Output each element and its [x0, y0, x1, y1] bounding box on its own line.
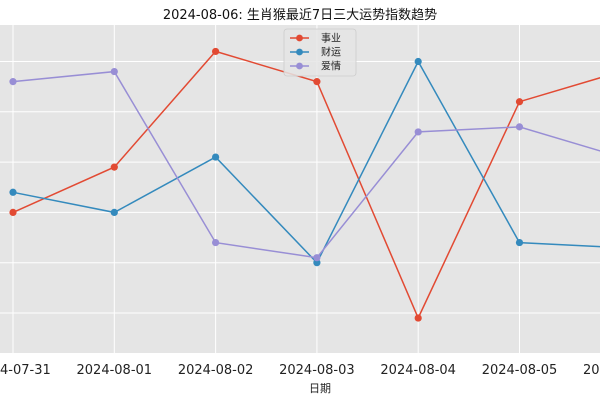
x-tick-label: 2024-08-06	[583, 363, 600, 378]
x-tick-label: 2024-08-02	[178, 363, 254, 378]
data-point	[414, 314, 422, 322]
x-tick-label: 2024-08-04	[380, 363, 456, 378]
x-tick-label: 2024-08-05	[482, 363, 558, 378]
data-point	[110, 67, 118, 76]
legend-swatch-marker	[296, 34, 303, 42]
data-point	[110, 163, 118, 171]
legend-item: 事业	[290, 32, 341, 45]
data-point	[9, 188, 17, 196]
x-tick-label: 2024-08-03	[279, 363, 355, 378]
series-1	[9, 57, 600, 267]
data-point	[9, 78, 17, 86]
legend-swatch-marker	[296, 62, 303, 70]
x-tick-labels: 2024-07-31 2024-08-01 2024-08-02 2024-08-03…	[0, 363, 600, 378]
data-point	[515, 238, 524, 247]
legend-label: 事业	[321, 32, 341, 45]
data-point	[212, 238, 220, 247]
data-point	[110, 208, 118, 216]
x-axis-label: 日期	[309, 382, 331, 395]
data-point	[313, 259, 321, 267]
legend-label: 爱情	[321, 60, 341, 73]
data-point	[212, 153, 220, 161]
data-point	[313, 78, 321, 86]
data-point	[515, 123, 524, 131]
data-point	[414, 57, 422, 66]
data-point	[515, 98, 524, 106]
legend-item: 爱情	[290, 60, 341, 73]
legend-item: 财运	[290, 46, 341, 59]
series-0	[9, 47, 600, 322]
series-2	[9, 67, 600, 262]
plot-area	[0, 25, 600, 353]
legend-swatch-marker	[296, 48, 303, 56]
data-point	[414, 128, 422, 136]
data-point	[9, 208, 17, 216]
grid	[0, 25, 600, 353]
legend-label: 财运	[321, 46, 341, 59]
x-tick-label: 2024-07-31	[0, 363, 51, 378]
data-point	[313, 254, 321, 262]
chart-title: 2024-08-06: 生肖猴最近7日三大运势指数趋势	[163, 7, 437, 23]
series-layer	[9, 47, 600, 322]
x-tick-label: 2024-08-01	[77, 363, 153, 378]
data-point	[212, 47, 220, 56]
